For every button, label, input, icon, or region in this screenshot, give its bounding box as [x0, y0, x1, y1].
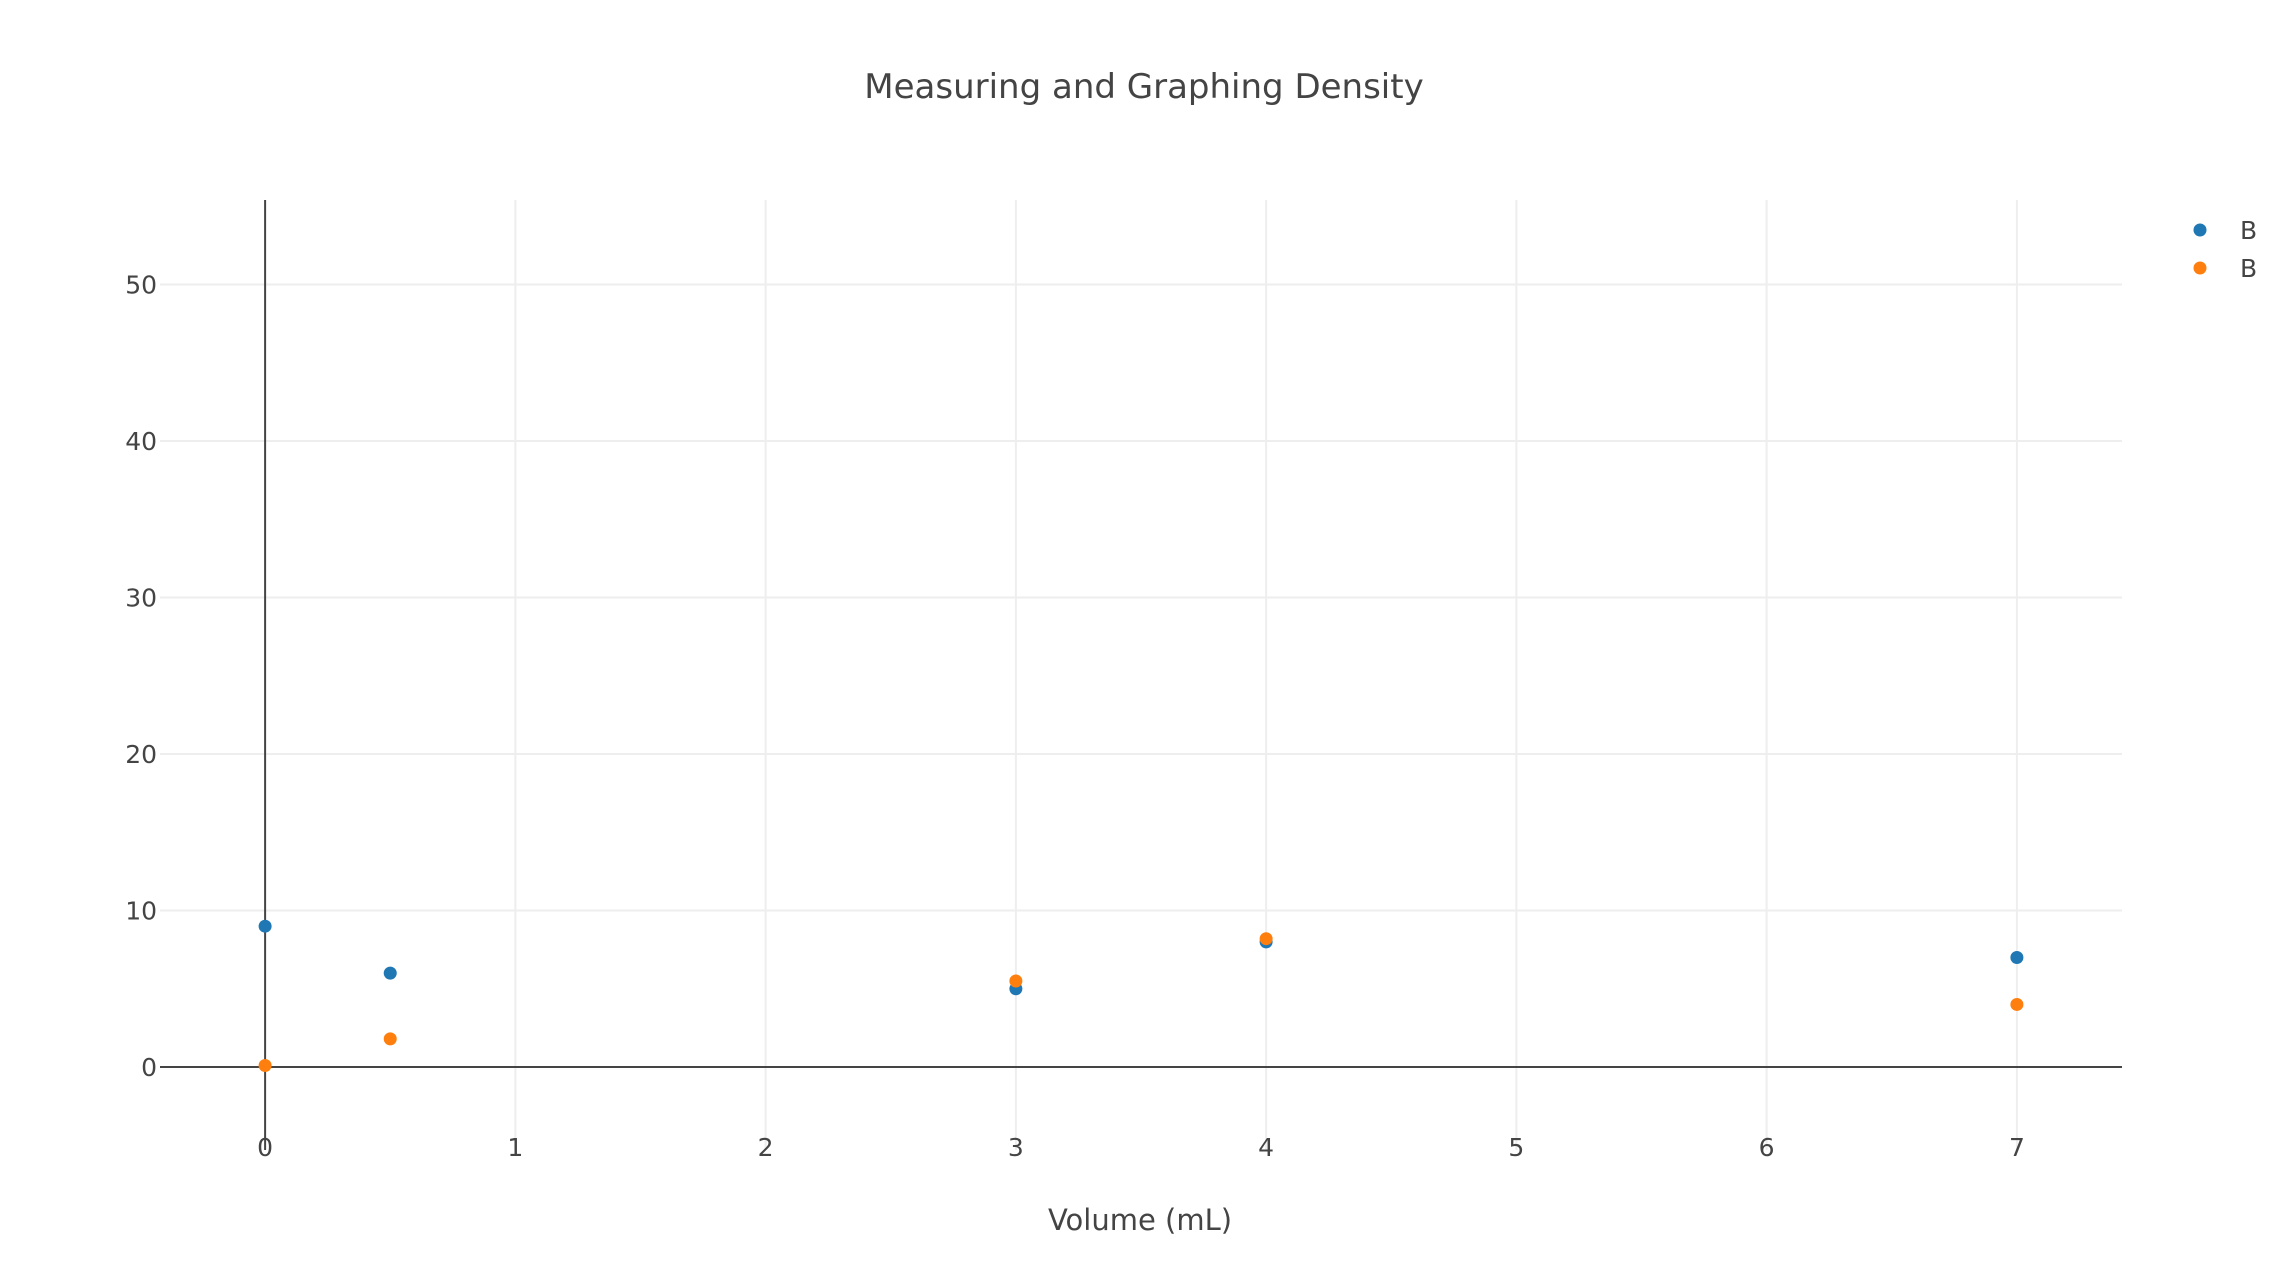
- x-tick-label: 0: [257, 1133, 273, 1162]
- legend[interactable]: BB: [2193, 216, 2258, 283]
- legend-marker: [2193, 223, 2207, 237]
- x-tick-label: 1: [507, 1133, 523, 1162]
- y-tick-label: 0: [141, 1053, 157, 1082]
- data-point-series-1[interactable]: [1259, 932, 1273, 946]
- data-point-series-0[interactable]: [2010, 950, 2024, 964]
- legend-label: B: [2240, 216, 2257, 245]
- data-point-series-1[interactable]: [1009, 974, 1023, 988]
- tick-labels: 0 1 2 3 4 5 6 7 0 10 20 30 40 50: [125, 271, 2025, 1162]
- y-tick-label: 30: [125, 584, 157, 613]
- legend-item[interactable]: B: [2193, 216, 2258, 245]
- legend-label: B: [2240, 254, 2257, 283]
- x-tick-label: 6: [1759, 1133, 1775, 1162]
- x-tick-label: 5: [1508, 1133, 1524, 1162]
- y-tick-label: 40: [125, 427, 157, 456]
- legend-item[interactable]: B: [2193, 254, 2258, 283]
- x-tick-label: 4: [1258, 1133, 1274, 1162]
- y-tick-label: 10: [125, 897, 157, 926]
- x-tick-label: 2: [758, 1133, 774, 1162]
- data-point-series-0[interactable]: [383, 966, 397, 980]
- x-tick-label: 3: [1008, 1133, 1024, 1162]
- data-point-series-1[interactable]: [2010, 997, 2024, 1011]
- y-tick-label: 50: [125, 271, 157, 300]
- y-tick-label: 20: [125, 740, 157, 769]
- chart-title: Measuring and Graphing Density: [864, 67, 1423, 107]
- x-axis-label: Volume (mL): [1048, 1203, 1232, 1237]
- x-tick-label: 7: [2009, 1133, 2025, 1162]
- data-point-series-1[interactable]: [383, 1032, 397, 1046]
- data-point-series-1[interactable]: [258, 1058, 272, 1072]
- data-point-series-0[interactable]: [258, 919, 272, 933]
- grid-lines: [160, 200, 2122, 1150]
- axes: [160, 200, 2122, 1150]
- data-points: [258, 919, 2024, 1072]
- legend-marker: [2193, 261, 2207, 275]
